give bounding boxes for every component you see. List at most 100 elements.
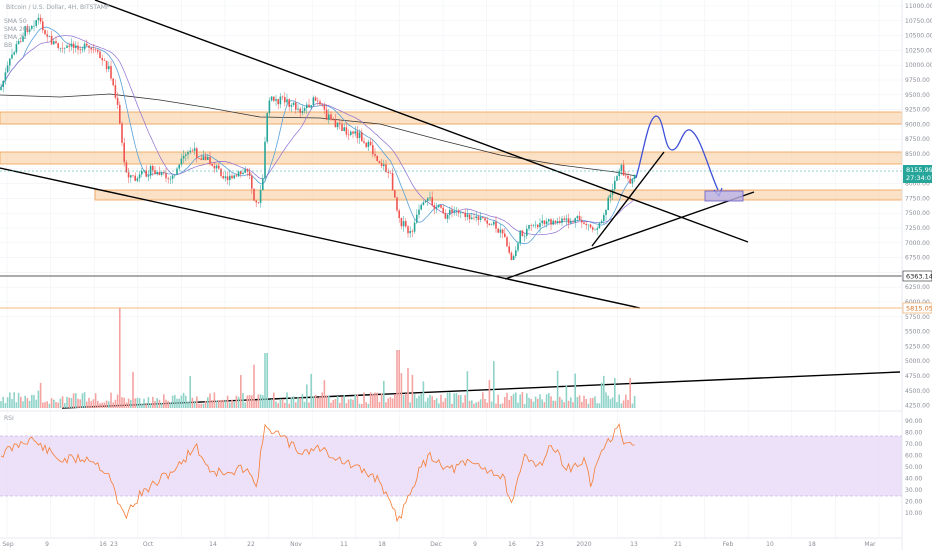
candle-body [68,45,70,47]
volume-bar [554,400,557,408]
volume-bar [251,395,253,408]
volume-bar [585,398,587,408]
candle-body [15,44,18,53]
rsi-panel: RSI [0,410,902,523]
candle-body [160,172,163,175]
legend-item-sma50: SMA 50 [4,18,27,25]
candle-body [620,164,623,171]
candle-body [35,20,37,26]
trendline-rising-base[interactable] [504,191,755,280]
candle-body [477,216,480,220]
candle-body [405,221,407,227]
price-tick-label: 10750.00 [905,18,932,25]
candle-body [618,170,620,177]
trendline-volume[interactable] [61,371,901,409]
candle-body [449,209,451,215]
candle-body [622,164,625,176]
candle-body [141,170,143,175]
trendline-rising-steep[interactable] [591,151,665,247]
candle-body [312,97,315,106]
price-tick-label: 4750.00 [905,373,930,380]
candle-body [103,60,106,61]
candle-body [211,163,213,166]
candle-body [88,45,90,48]
volume-bar [405,393,407,408]
volume-bar [477,401,480,408]
candle-body [475,216,477,218]
candle-body [224,176,227,179]
volume-bar [499,403,502,408]
price-axis[interactable]: 11000.00 10750.00 10500.00 10250.00 10000.00… [901,0,932,550]
volume-bar [314,394,317,408]
time-tick-label: Sep [2,541,14,548]
candle-body [537,224,539,228]
candle-body [561,218,563,223]
candle-body [446,214,449,219]
volume-bar [202,403,205,408]
candle-body [270,96,273,101]
candle-body [510,252,513,261]
trendline-descending-lower[interactable] [0,167,641,309]
volume-bar [92,399,95,408]
trendline-descending-upper[interactable] [94,0,749,243]
price-tick-label: 9750.00 [905,77,930,84]
volume-bar [556,370,559,408]
zone-bottom [94,189,903,201]
candle-body [440,204,442,208]
volume-bar [587,403,590,408]
volume-bar [189,376,191,408]
candle-body [147,175,150,177]
volume-bar [596,403,598,408]
candle-body [72,43,75,48]
candle-body [488,223,491,226]
candle-body [422,202,425,205]
volume-series [0,308,636,408]
volume-bar [108,401,110,408]
volume-bar [506,392,508,408]
candle-body [0,86,2,90]
volume-bar [398,350,400,408]
candle-body [380,163,383,167]
rsi-tick-label: 20.00 [905,499,922,506]
volume-bar [365,402,367,408]
volume-bar [50,398,53,408]
volume-bar [48,403,51,408]
volume-bar [240,375,242,408]
volume-bar [427,397,429,408]
volume-bar [297,397,299,408]
volume-bar [614,378,616,408]
candle-body [130,175,132,178]
volume-bar [286,392,288,408]
volume-bar [539,394,541,408]
volume-bar [330,402,332,408]
volume-bar [270,399,273,408]
volume-bar [552,400,554,408]
volume-bar [339,402,341,408]
candle-body [407,226,409,234]
volume-bar [59,398,62,408]
candle-body [603,215,605,222]
time-tick-label: 18 [378,541,386,548]
candle-body [512,256,515,261]
candle-body [125,162,128,173]
candle-body [2,80,4,87]
candle-body [317,100,319,102]
candle-body [187,152,189,155]
candle-body [466,214,469,217]
trend-lines [0,0,901,409]
candle-body [262,178,264,191]
candle-body [383,164,385,167]
candle-body [213,165,216,169]
candle-body [369,141,372,146]
candle-body [598,223,601,229]
volume-bar [211,400,213,408]
volume-bar [277,403,279,408]
candle-body [178,164,180,169]
volume-bar [121,397,123,408]
candle-body [334,119,337,128]
rsi-label: RSI [4,415,14,422]
volume-bar [374,392,376,408]
time-axis[interactable]: Sep 9 16 23 Oct 14 22 Nov 11 18 Dec 9 16 23 2020 13 21 Fe… [0,537,902,548]
candle-body [105,60,108,70]
volume-bar [275,401,277,408]
